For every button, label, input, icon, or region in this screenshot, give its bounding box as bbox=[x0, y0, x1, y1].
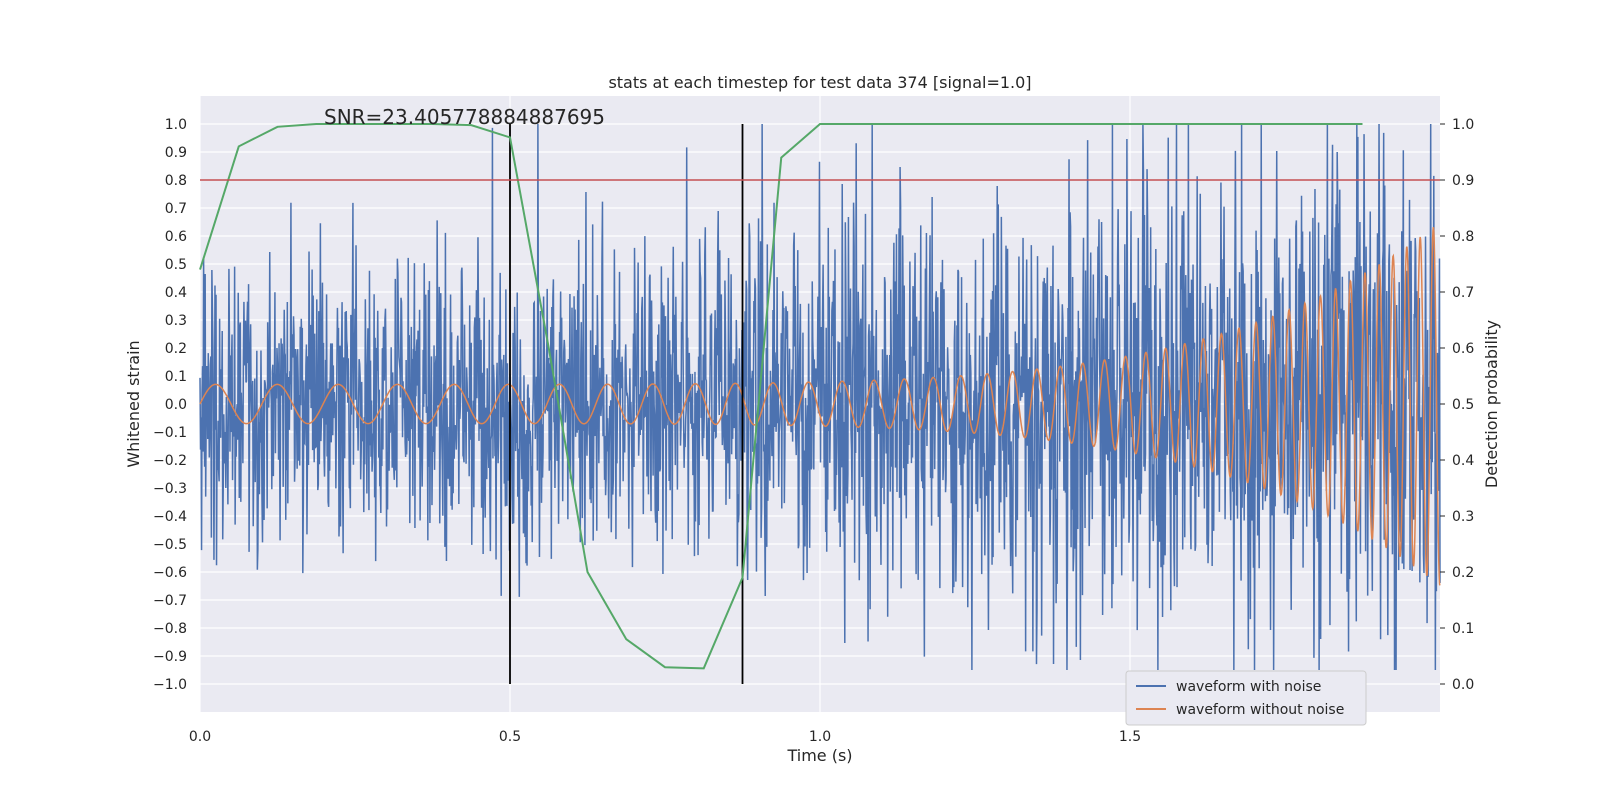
y-tick-label: 0.2 bbox=[165, 341, 187, 357]
y-tick-label: −1.0 bbox=[153, 677, 187, 693]
detection-probability-line bbox=[199, 123, 1363, 670]
x-tick-label: 0.0 bbox=[189, 729, 211, 745]
y-tick-label: −0.1 bbox=[153, 425, 187, 441]
y-right-tick-label: 0.6 bbox=[1452, 341, 1474, 357]
y-right-tick-label: 0.7 bbox=[1452, 285, 1474, 301]
series-waveform-without-noise bbox=[199, 227, 1441, 586]
y-right-tick-label: 0.3 bbox=[1452, 509, 1474, 525]
y-right-tick-label: 0.8 bbox=[1452, 229, 1474, 245]
y-tick-label: 1.0 bbox=[165, 117, 187, 133]
y-tick-label: −0.4 bbox=[153, 509, 187, 525]
y-tick-label: 0.7 bbox=[165, 201, 187, 217]
series-detection-probability bbox=[199, 123, 1363, 670]
y-tick-label: −0.3 bbox=[153, 481, 187, 497]
y-tick-label: 0.5 bbox=[165, 257, 187, 273]
y-right-tick-label: 1.0 bbox=[1452, 117, 1474, 133]
y-axis-label: Whitened strain bbox=[124, 340, 143, 467]
y-tick-label: 0.4 bbox=[165, 285, 187, 301]
x-tick-label: 0.5 bbox=[499, 729, 521, 745]
y-tick-label: 0.9 bbox=[165, 145, 187, 161]
y-tick-label: −0.7 bbox=[153, 593, 187, 609]
snr-annotation: SNR=23.405778884887695 bbox=[324, 105, 605, 129]
x-tick-label: 1.5 bbox=[1119, 729, 1141, 745]
vertical-markers bbox=[509, 124, 744, 684]
y-tick-label: 0.8 bbox=[165, 173, 187, 189]
y-right-tick-label: 0.0 bbox=[1452, 677, 1474, 693]
y-right-tick-label: 0.5 bbox=[1452, 397, 1474, 413]
y-right-tick-label: 0.4 bbox=[1452, 453, 1474, 469]
y-tick-label: 0.6 bbox=[165, 229, 187, 245]
y-tick-label: −0.5 bbox=[153, 537, 187, 553]
y-right-axis-label: Detection probability bbox=[1482, 320, 1501, 488]
y-right-tick-label: 0.9 bbox=[1452, 173, 1474, 189]
y-right-tick-label: 0.1 bbox=[1452, 621, 1474, 637]
y-tick-label: 0.3 bbox=[165, 313, 187, 329]
x-tick-label: 1.0 bbox=[809, 729, 831, 745]
y-tick-labels: 1.0 0.9 0.8 0.7 0.6 0.5 0.4 0.3 0.2 0.1 0.0 −0.1 −0.… bbox=[153, 117, 187, 693]
legend-label-clean: waveform without noise bbox=[1176, 702, 1344, 718]
waveform-without-noise-line bbox=[199, 227, 1441, 586]
legend: waveform with noise waveform without noi… bbox=[1125, 670, 1367, 726]
x-tick-labels: 0.0 0.5 1.0 1.5 bbox=[189, 729, 1141, 745]
y-tick-label: −0.6 bbox=[153, 565, 187, 581]
legend-label-noisy: waveform with noise bbox=[1176, 679, 1321, 695]
y-tick-label: 0.1 bbox=[165, 369, 187, 385]
y-tick-label: −0.9 bbox=[153, 649, 187, 665]
legend-box bbox=[1125, 670, 1367, 726]
y-tick-label: −0.8 bbox=[153, 621, 187, 637]
y-tick-label: −0.2 bbox=[153, 453, 187, 469]
x-axis-label: Time (s) bbox=[786, 746, 852, 765]
y-tick-label: 0.0 bbox=[165, 397, 187, 413]
chart-title: stats at each timestep for test data 374… bbox=[608, 73, 1031, 92]
y-right-tick-labels: 1.0 0.9 0.8 0.7 0.6 0.5 0.4 0.3 0.2 0.1 0.0 bbox=[1440, 117, 1474, 693]
y-right-tick-label: 0.2 bbox=[1452, 565, 1474, 581]
